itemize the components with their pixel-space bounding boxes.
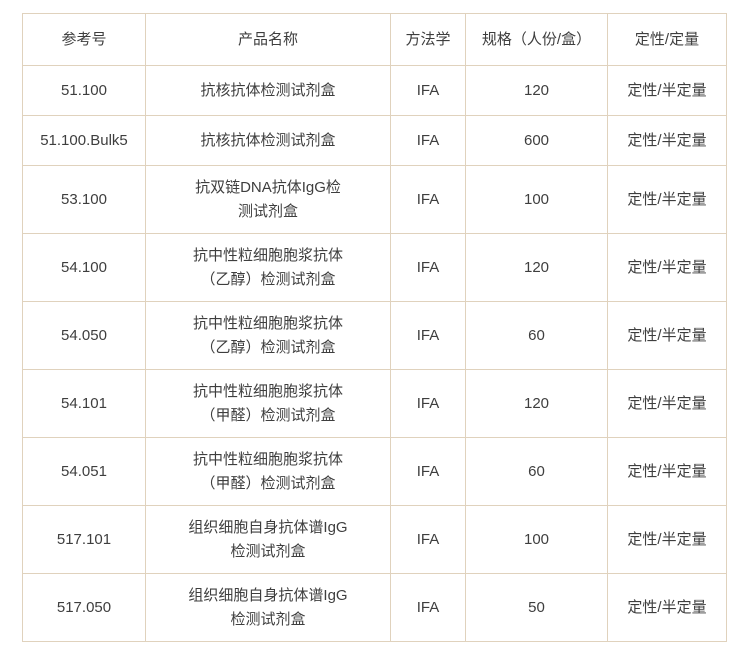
cell-ref: 517.050: [22, 573, 146, 642]
cell-ref: 517.101: [22, 505, 146, 574]
cell-type: 定性/半定量: [607, 115, 727, 166]
cell-method: IFA: [390, 301, 466, 370]
cell-spec: 60: [465, 301, 608, 370]
table-row: 53.100 抗双链DNA抗体IgG检 测试剂盒 IFA 100 定性/半定量: [22, 165, 727, 234]
cell-name: 抗双链DNA抗体IgG检 测试剂盒: [145, 165, 391, 234]
product-spec-table: 参考号 产品名称 方法学 规格（人份/盒） 定性/定量 51.100 抗核抗体检…: [22, 13, 727, 642]
table-row: 517.101 组织细胞自身抗体谱IgG 检测试剂盒 IFA 100 定性/半定…: [22, 505, 727, 574]
cell-ref: 54.101: [22, 369, 146, 438]
column-header-type: 定性/定量: [607, 13, 727, 66]
cell-ref: 54.051: [22, 437, 146, 506]
table-row: 54.050 抗中性粒细胞胞浆抗体 （乙醇）检测试剂盒 IFA 60 定性/半定…: [22, 301, 727, 370]
column-header-ref: 参考号: [22, 13, 146, 66]
cell-name: 抗中性粒细胞胞浆抗体 （甲醛）检测试剂盒: [145, 369, 391, 438]
cell-type: 定性/半定量: [607, 369, 727, 438]
cell-type: 定性/半定量: [607, 573, 727, 642]
table-row: 51.100.Bulk5 抗核抗体检测试剂盒 IFA 600 定性/半定量: [22, 115, 727, 166]
cell-type: 定性/半定量: [607, 301, 727, 370]
header-row: 参考号 产品名称 方法学 规格（人份/盒） 定性/定量: [22, 13, 727, 66]
cell-spec: 100: [465, 505, 608, 574]
product-table-container: 参考号 产品名称 方法学 规格（人份/盒） 定性/定量 51.100 抗核抗体检…: [22, 13, 727, 642]
cell-spec: 60: [465, 437, 608, 506]
cell-ref: 53.100: [22, 165, 146, 234]
cell-method: IFA: [390, 505, 466, 574]
column-header-method: 方法学: [390, 13, 466, 66]
table-row: 51.100 抗核抗体检测试剂盒 IFA 120 定性/半定量: [22, 65, 727, 116]
table-row: 517.050 组织细胞自身抗体谱IgG 检测试剂盒 IFA 50 定性/半定量: [22, 573, 727, 642]
cell-spec: 120: [465, 65, 608, 116]
cell-type: 定性/半定量: [607, 437, 727, 506]
table-row: 54.100 抗中性粒细胞胞浆抗体 （乙醇）检测试剂盒 IFA 120 定性/半…: [22, 233, 727, 302]
table-row: 54.051 抗中性粒细胞胞浆抗体 （甲醛）检测试剂盒 IFA 60 定性/半定…: [22, 437, 727, 506]
cell-spec: 50: [465, 573, 608, 642]
cell-name: 抗核抗体检测试剂盒: [145, 65, 391, 116]
column-header-name: 产品名称: [145, 13, 391, 66]
cell-method: IFA: [390, 115, 466, 166]
cell-spec: 100: [465, 165, 608, 234]
cell-name: 组织细胞自身抗体谱IgG 检测试剂盒: [145, 573, 391, 642]
cell-name: 抗核抗体检测试剂盒: [145, 115, 391, 166]
table-row: 54.101 抗中性粒细胞胞浆抗体 （甲醛）检测试剂盒 IFA 120 定性/半…: [22, 369, 727, 438]
cell-spec: 120: [465, 369, 608, 438]
cell-ref: 51.100: [22, 65, 146, 116]
cell-type: 定性/半定量: [607, 165, 727, 234]
cell-name: 抗中性粒细胞胞浆抗体 （甲醛）检测试剂盒: [145, 437, 391, 506]
cell-spec: 600: [465, 115, 608, 166]
cell-spec: 120: [465, 233, 608, 302]
cell-method: IFA: [390, 573, 466, 642]
cell-name: 抗中性粒细胞胞浆抗体 （乙醇）检测试剂盒: [145, 233, 391, 302]
cell-type: 定性/半定量: [607, 233, 727, 302]
cell-type: 定性/半定量: [607, 505, 727, 574]
cell-ref: 54.100: [22, 233, 146, 302]
cell-name: 组织细胞自身抗体谱IgG 检测试剂盒: [145, 505, 391, 574]
cell-method: IFA: [390, 233, 466, 302]
cell-ref: 54.050: [22, 301, 146, 370]
cell-name: 抗中性粒细胞胞浆抗体 （乙醇）检测试剂盒: [145, 301, 391, 370]
cell-method: IFA: [390, 65, 466, 116]
cell-method: IFA: [390, 437, 466, 506]
column-header-spec: 规格（人份/盒）: [465, 13, 608, 66]
cell-type: 定性/半定量: [607, 65, 727, 116]
cell-method: IFA: [390, 369, 466, 438]
cell-method: IFA: [390, 165, 466, 234]
cell-ref: 51.100.Bulk5: [22, 115, 146, 166]
